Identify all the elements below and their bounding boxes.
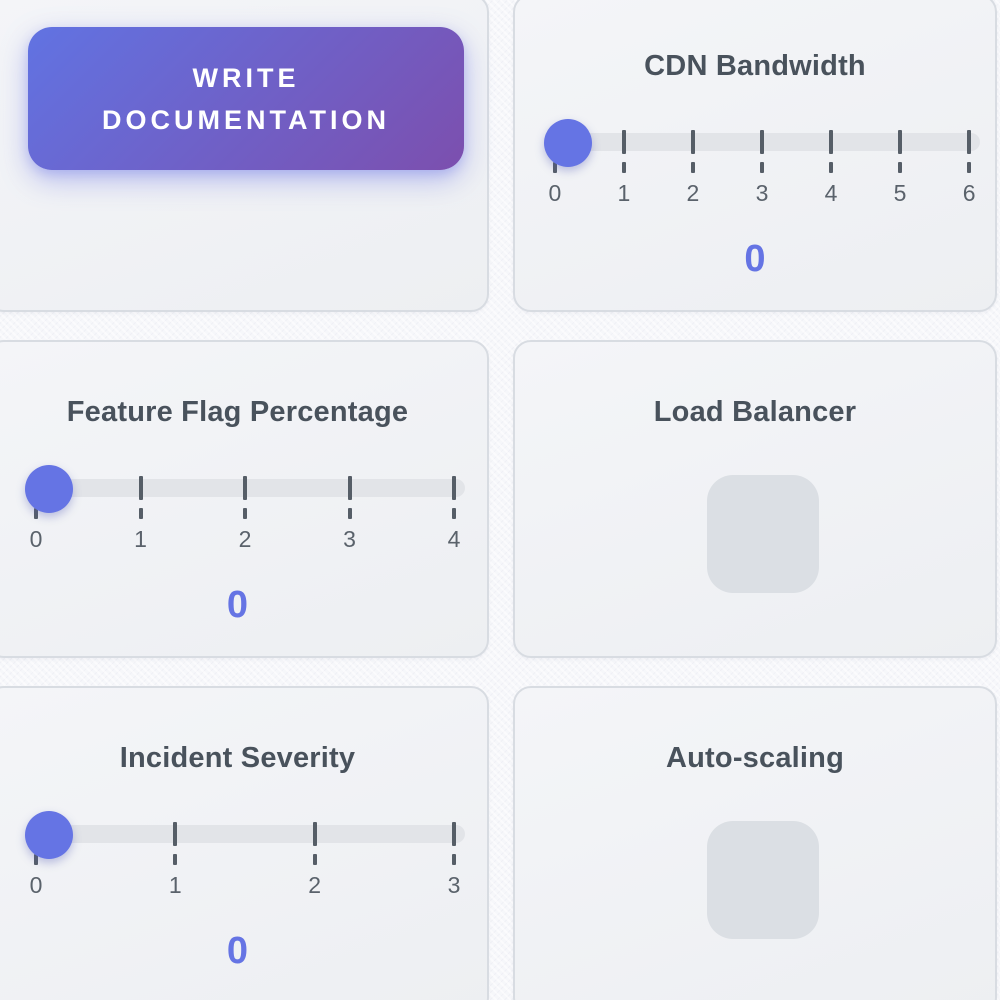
slider-tick-mark bbox=[829, 130, 834, 154]
slider-subtick-mark bbox=[243, 508, 247, 519]
slider-subtick-mark bbox=[452, 508, 456, 519]
incident-severity-slider[interactable]: 0 1 2 3 bbox=[25, 811, 465, 921]
slider-subtick-mark bbox=[621, 162, 626, 173]
card-title-feature-flag-percentage: Feature Flag Percentage bbox=[66, 396, 409, 428]
feature-flag-percentage-value: 0 bbox=[226, 584, 249, 626]
slider-subtick-mark bbox=[690, 162, 695, 173]
card-auto-scaling: Auto-scaling bbox=[513, 686, 997, 1000]
slider-tick-label: 0 bbox=[29, 872, 43, 898]
feature-flag-percentage-slider[interactable]: 0 1 2 3 4 bbox=[25, 465, 465, 575]
slider-tick-label: 2 bbox=[686, 180, 700, 206]
slider-thumb[interactable] bbox=[25, 465, 73, 513]
card-title-cdn-bandwidth: CDN Bandwidth bbox=[644, 50, 866, 82]
card-title-auto-scaling: Auto-scaling bbox=[665, 742, 844, 774]
cdn-bandwidth-value: 0 bbox=[744, 238, 766, 280]
slider-subtick-mark bbox=[138, 508, 143, 519]
slider-subtick-mark bbox=[34, 508, 38, 519]
slider-tick-mark bbox=[760, 130, 764, 154]
slider-tick-label: 1 bbox=[168, 872, 182, 898]
slider-subtick-mark bbox=[173, 854, 178, 865]
load-balancer-checkbox[interactable] bbox=[707, 475, 819, 593]
card-load-balancer: Load Balancer bbox=[513, 340, 997, 658]
slider-tick-mark bbox=[452, 822, 456, 846]
slider-subtick-mark bbox=[347, 508, 352, 519]
slider-tick-mark bbox=[347, 476, 352, 500]
slider-thumb[interactable] bbox=[25, 811, 73, 859]
card-cdn-bandwidth: CDN Bandwidth 0 1 2 3 4 5 6 0 bbox=[513, 0, 997, 312]
slider-tick-label: 5 bbox=[893, 180, 907, 206]
slider-subtick-mark bbox=[552, 162, 557, 173]
card-title-load-balancer: Load Balancer bbox=[653, 396, 857, 428]
slider-tick-label: 3 bbox=[755, 180, 769, 206]
slider-tick-mark bbox=[967, 130, 972, 154]
slider-tick-label: 4 bbox=[447, 526, 461, 552]
slider-tick-mark bbox=[690, 130, 695, 154]
write-documentation-button[interactable]: WRITE DOCUMENTATION bbox=[28, 27, 464, 170]
incident-severity-value: 0 bbox=[226, 930, 249, 972]
slider-tick-label: 0 bbox=[29, 526, 43, 552]
slider-tick-label: 2 bbox=[308, 872, 322, 898]
slider-tick-label: 1 bbox=[617, 180, 631, 206]
card-title-incident-severity: Incident Severity bbox=[119, 742, 356, 774]
slider-tick-label: 4 bbox=[824, 180, 838, 206]
slider-tick-mark bbox=[452, 476, 456, 500]
slider-tick-mark bbox=[621, 130, 626, 154]
slider-tick-label: 6 bbox=[962, 180, 976, 206]
slider-subtick-mark bbox=[760, 162, 764, 173]
slider-tick-label: 1 bbox=[134, 526, 147, 552]
slider-tick-mark bbox=[173, 822, 178, 846]
slider-subtick-mark bbox=[967, 162, 972, 173]
slider-subtick-mark bbox=[452, 854, 456, 865]
slider-subtick-mark bbox=[829, 162, 834, 173]
slider-tick-mark bbox=[138, 476, 143, 500]
slider-tick-mark bbox=[243, 476, 247, 500]
slider-tick-label: 3 bbox=[343, 526, 356, 552]
slider-tick-label: 3 bbox=[447, 872, 461, 898]
slider-thumb[interactable] bbox=[544, 119, 592, 167]
slider-tick-label: 0 bbox=[548, 180, 562, 206]
card-write-documentation: WRITE DOCUMENTATION bbox=[0, 0, 489, 312]
slider-tick-mark bbox=[312, 822, 317, 846]
slider-subtick-mark bbox=[34, 854, 38, 865]
slider-subtick-mark bbox=[898, 162, 903, 173]
card-feature-flag-percentage: Feature Flag Percentage 0 1 2 3 4 0 bbox=[0, 340, 489, 658]
slider-tick-mark bbox=[898, 130, 903, 154]
write-documentation-button-label: WRITE DOCUMENTATION bbox=[102, 62, 390, 135]
slider-track[interactable] bbox=[25, 825, 465, 843]
auto-scaling-checkbox[interactable] bbox=[707, 821, 819, 939]
cdn-bandwidth-slider[interactable]: 0 1 2 3 4 5 6 bbox=[544, 119, 980, 229]
card-incident-severity: Incident Severity 0 1 2 3 0 bbox=[0, 686, 489, 1000]
slider-tick-label: 2 bbox=[238, 526, 252, 552]
slider-subtick-mark bbox=[312, 854, 317, 865]
